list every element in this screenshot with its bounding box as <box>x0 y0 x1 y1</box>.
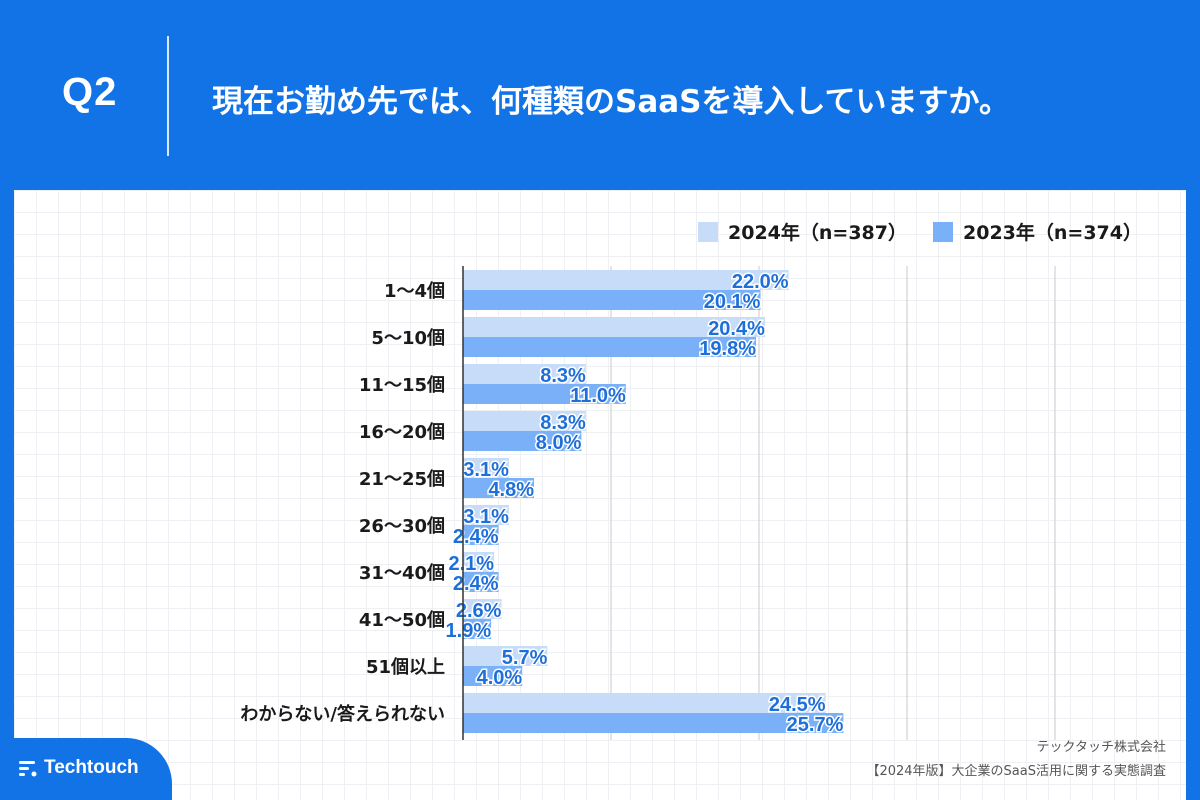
header-divider <box>167 36 169 156</box>
bar-2023-4 <box>463 478 535 498</box>
category-label-4: 21〜25個 <box>359 469 445 490</box>
bar-2023-7 <box>463 619 492 639</box>
bar-2024-4 <box>463 458 509 478</box>
bar-2023-2 <box>463 384 626 404</box>
legend-label-2024: 2024年（n=387） <box>728 222 907 244</box>
value-label-2024-2: 8.3% <box>540 365 586 387</box>
bar-2024-0 <box>463 270 789 290</box>
value-label-2023-5: 2.4% <box>453 526 499 548</box>
legend-item-2023: 2023年（n=374） <box>933 218 1142 245</box>
bar-2023-9 <box>463 713 844 733</box>
bar-2024-7 <box>463 599 502 619</box>
value-label-2023-4: 4.8% <box>488 479 534 501</box>
question-title: 現在お勤め先では、何種類のSaaSを導入していますか。 <box>212 84 1010 120</box>
category-label-0: 1〜4個 <box>384 281 445 302</box>
question-number: Q2 <box>62 70 118 114</box>
value-label-2024-5: 3.1% <box>463 506 509 528</box>
legend-swatch-2024 <box>698 221 718 242</box>
value-label-2023-0: 20.1% <box>704 291 761 313</box>
category-label-6: 31〜40個 <box>359 563 445 584</box>
value-label-2023-7: 1.9% <box>446 620 492 642</box>
value-label-2023-9: 25.7% <box>787 714 844 736</box>
value-label-2024-0: 22.0% <box>732 271 789 293</box>
category-label-8: 51個以上 <box>366 657 445 678</box>
bar-2024-2 <box>463 364 586 384</box>
bar-2024-1 <box>463 317 765 337</box>
bar-2023-6 <box>463 572 499 592</box>
value-label-2024-1: 20.4% <box>708 318 765 340</box>
techtouch-logo-icon <box>19 761 37 777</box>
bar-2023-1 <box>463 337 757 357</box>
category-label-5: 26〜30個 <box>359 516 445 537</box>
value-label-2023-8: 4.0% <box>477 667 523 689</box>
legend-label-2023: 2023年（n=374） <box>963 222 1142 244</box>
legend-item-2024: 2024年（n=387） <box>698 218 907 245</box>
bar-2023-0 <box>463 290 761 310</box>
value-label-2023-3: 8.0% <box>536 432 582 454</box>
value-label-2024-8: 5.7% <box>502 647 548 669</box>
category-label-2: 11〜15個 <box>359 375 445 396</box>
category-label-3: 16〜20個 <box>359 422 445 443</box>
category-label-7: 41〜50個 <box>359 610 445 631</box>
value-label-2024-4: 3.1% <box>463 459 509 481</box>
category-label-1: 5〜10個 <box>371 328 445 349</box>
header: Q2 現在お勤め先では、何種類のSaaSを導入していますか。 <box>0 0 1200 190</box>
bar-2024-8 <box>463 646 548 666</box>
techtouch-logo: Techtouch <box>18 757 139 779</box>
bar-2023-8 <box>463 666 523 686</box>
value-label-2023-6: 2.4% <box>453 573 499 595</box>
bar-2024-6 <box>463 552 495 572</box>
value-label-2023-1: 19.8% <box>699 338 756 360</box>
value-label-2024-9: 24.5% <box>769 694 826 716</box>
legend-swatch-2023 <box>933 221 953 242</box>
value-label-2024-3: 8.3% <box>540 412 586 434</box>
logo-text: Techtouch <box>44 757 139 778</box>
bar-2023-3 <box>463 431 582 451</box>
legend: 2024年（n=387） 2023年（n=374） <box>672 218 1142 245</box>
category-label-9: わからない/答えられない <box>240 703 445 725</box>
company-credit: テックタッチ株式会社 <box>1036 740 1166 755</box>
bar-2024-5 <box>463 505 509 525</box>
report-credit: 【2024年版】大企業のSaaS活用に関する実態調査 <box>866 764 1166 779</box>
bar-2024-9 <box>463 693 826 713</box>
bar-2024-3 <box>463 411 586 431</box>
value-label-2024-6: 2.1% <box>448 553 494 575</box>
value-label-2023-2: 11.0% <box>570 385 626 407</box>
bar-2023-5 <box>463 525 499 545</box>
